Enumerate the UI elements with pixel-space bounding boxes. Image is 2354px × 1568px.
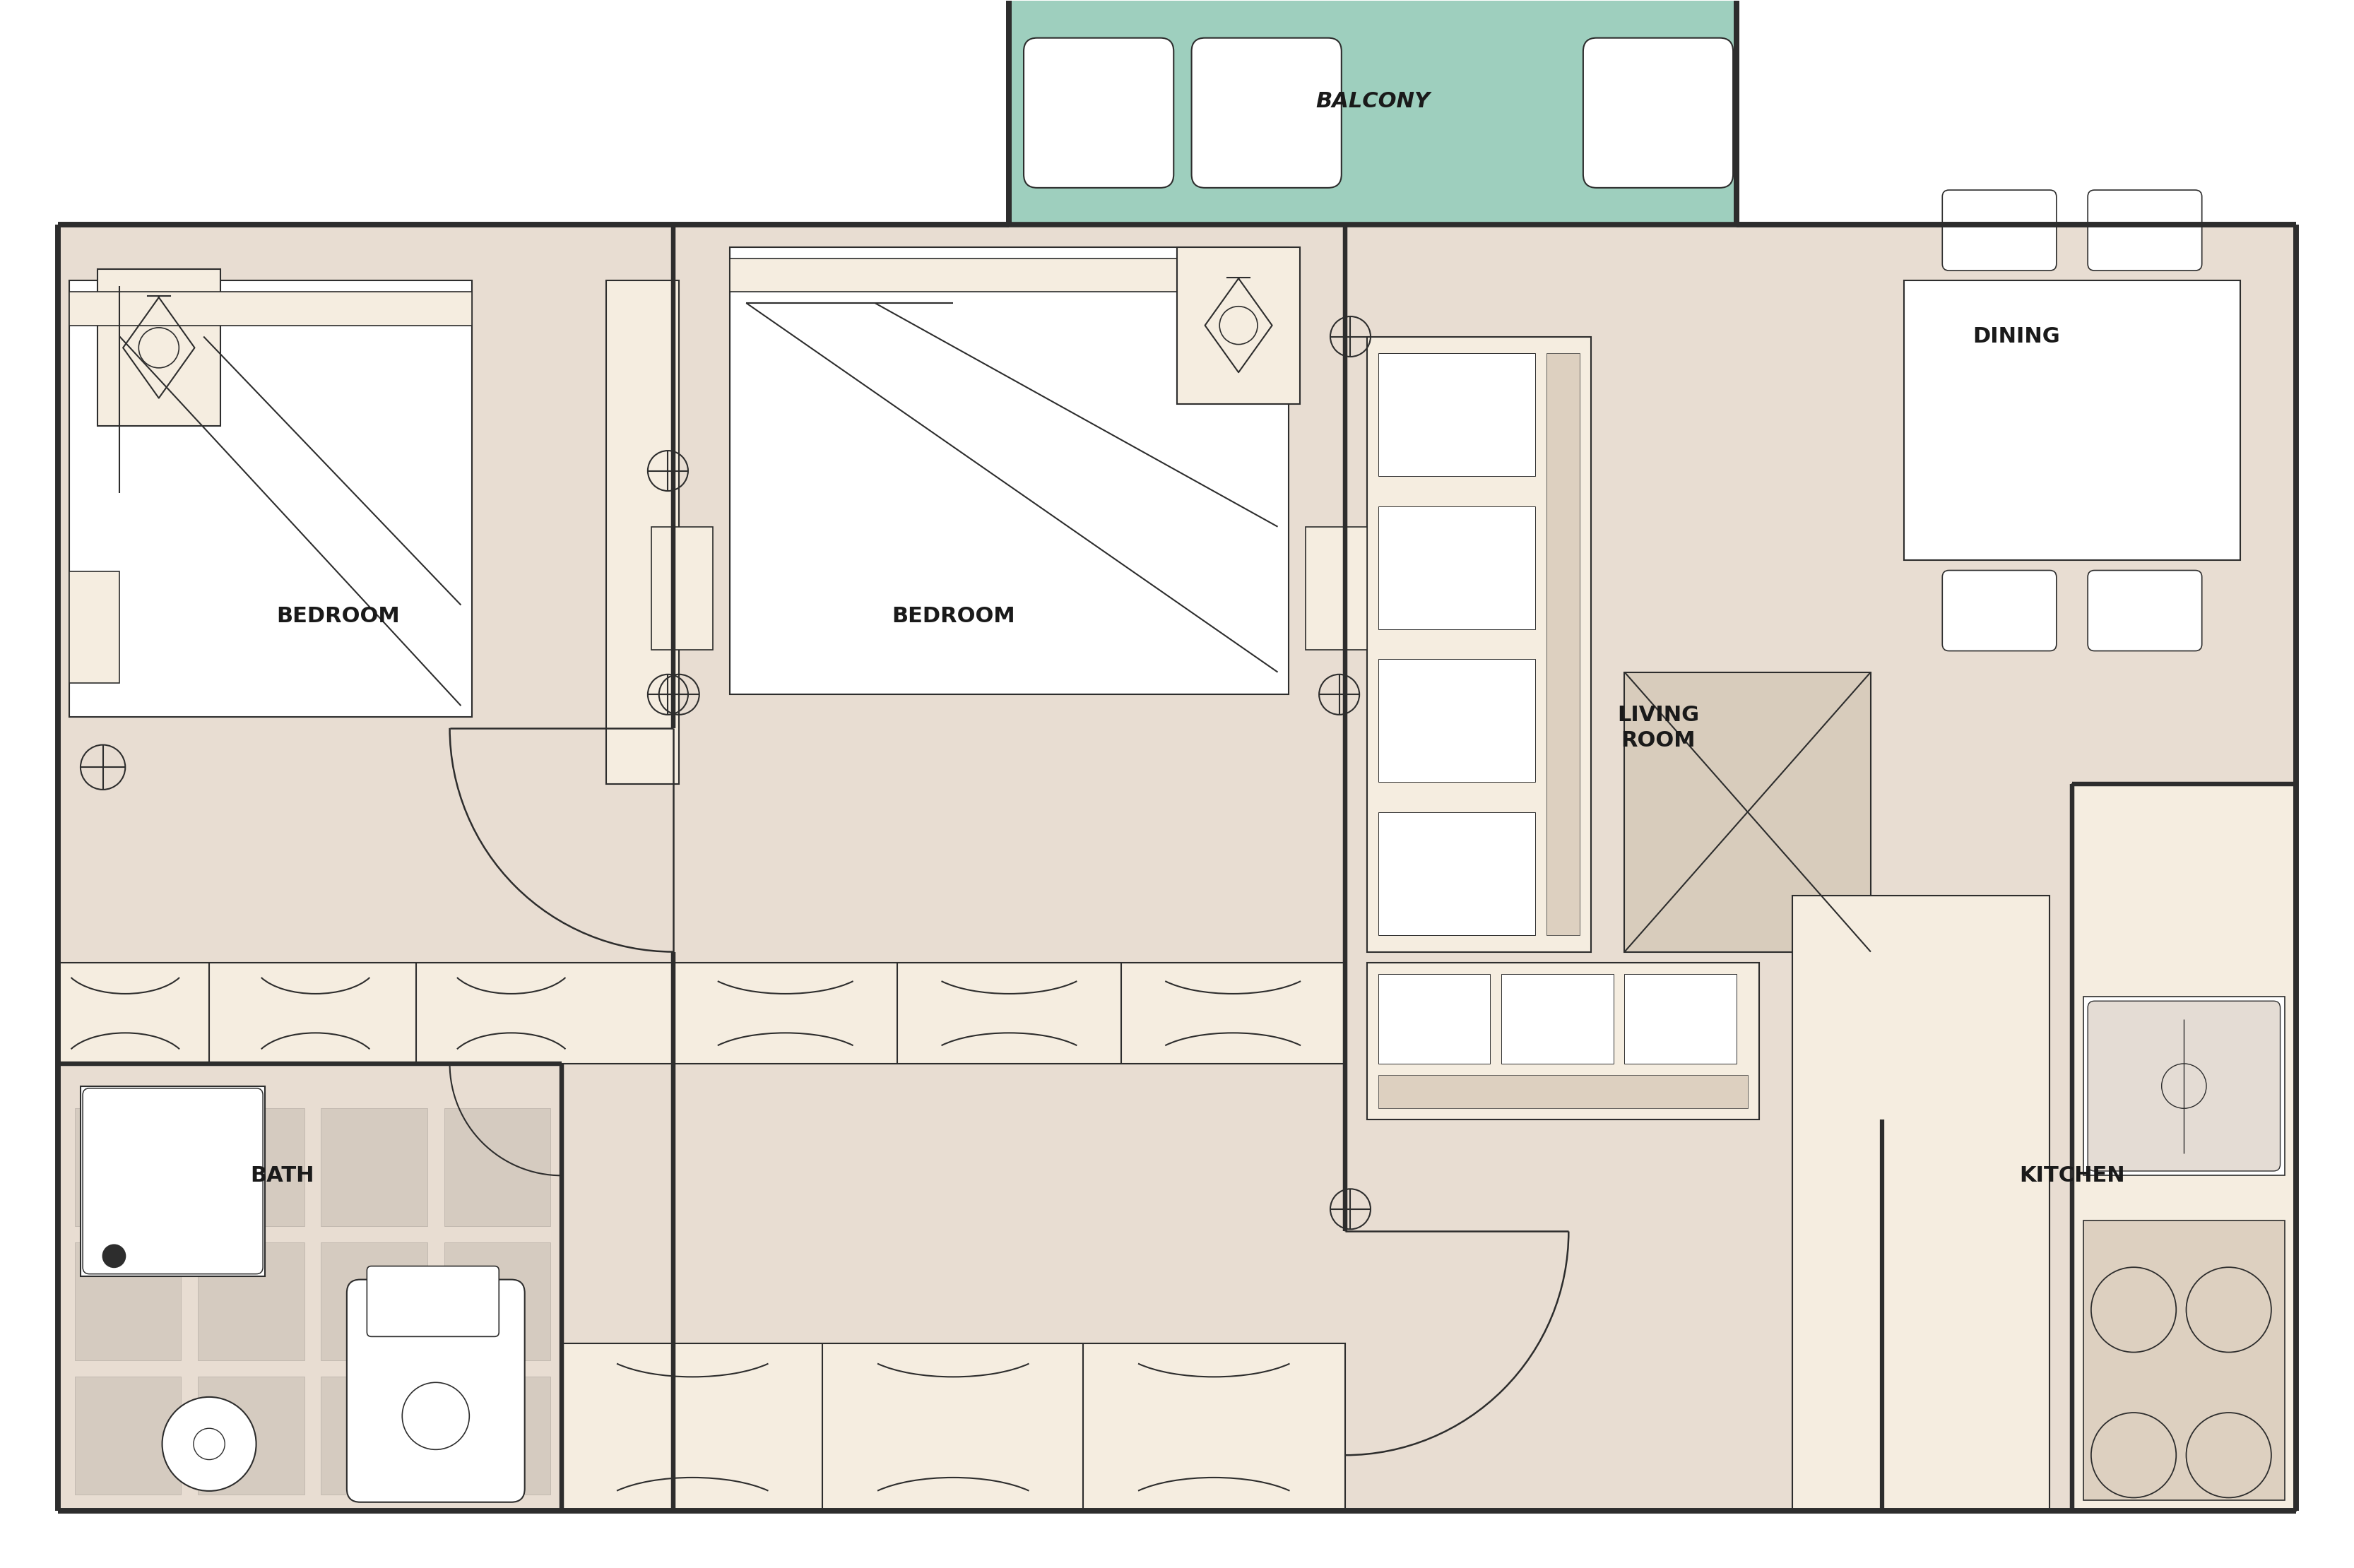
Bar xyxy=(1379,974,1490,1063)
Bar xyxy=(673,963,1344,1063)
Bar xyxy=(1791,895,2050,1512)
FancyBboxPatch shape xyxy=(367,1265,499,1336)
Bar xyxy=(1379,1074,1747,1109)
FancyBboxPatch shape xyxy=(2088,1000,2281,1171)
Bar xyxy=(1904,281,2241,560)
Bar xyxy=(730,259,1290,292)
Text: BALCONY: BALCONY xyxy=(1316,91,1431,111)
FancyBboxPatch shape xyxy=(1942,571,2057,651)
Bar xyxy=(68,571,120,684)
FancyBboxPatch shape xyxy=(1024,38,1175,188)
Bar xyxy=(1379,812,1535,935)
Bar xyxy=(198,1242,304,1359)
Bar xyxy=(1368,337,1591,952)
Bar xyxy=(607,281,678,784)
FancyBboxPatch shape xyxy=(2088,190,2201,271)
Bar xyxy=(1368,963,1758,1120)
Bar xyxy=(445,1377,551,1494)
Bar xyxy=(320,1242,428,1359)
Bar xyxy=(198,1377,304,1494)
FancyBboxPatch shape xyxy=(1942,190,2057,271)
Bar xyxy=(563,1344,1344,1512)
FancyBboxPatch shape xyxy=(2088,571,2201,651)
Bar xyxy=(1177,248,1299,403)
Bar xyxy=(1502,974,1612,1063)
Bar xyxy=(59,963,673,1063)
Text: LIVING
ROOM: LIVING ROOM xyxy=(1617,706,1700,751)
Text: KITCHEN: KITCHEN xyxy=(2020,1165,2126,1185)
Text: BATH: BATH xyxy=(250,1165,313,1185)
Bar xyxy=(2072,784,2295,1512)
Bar xyxy=(97,270,221,426)
Bar xyxy=(1379,506,1535,629)
Bar xyxy=(59,224,2295,1512)
Bar xyxy=(1624,673,1871,952)
Bar xyxy=(1379,659,1535,782)
Text: DINING: DINING xyxy=(1973,326,2060,347)
FancyBboxPatch shape xyxy=(1584,38,1733,188)
Bar xyxy=(75,1377,181,1494)
Bar xyxy=(2083,997,2286,1176)
Bar xyxy=(2083,1220,2286,1501)
Bar xyxy=(1379,353,1535,477)
Bar xyxy=(320,1377,428,1494)
FancyBboxPatch shape xyxy=(346,1279,525,1502)
Bar xyxy=(1547,353,1580,935)
Circle shape xyxy=(162,1397,257,1491)
Bar xyxy=(320,1109,428,1226)
Circle shape xyxy=(403,1383,468,1449)
Text: BEDROOM: BEDROOM xyxy=(275,605,400,627)
Bar xyxy=(445,1109,551,1226)
FancyBboxPatch shape xyxy=(82,1088,264,1273)
Bar xyxy=(80,1087,266,1276)
Circle shape xyxy=(104,1245,125,1267)
Bar xyxy=(1010,0,1737,224)
Text: BEDROOM: BEDROOM xyxy=(892,605,1015,627)
Bar xyxy=(1306,527,1368,649)
Bar xyxy=(68,292,473,326)
Bar xyxy=(75,1242,181,1359)
Bar xyxy=(198,1109,304,1226)
Bar xyxy=(652,527,713,649)
Bar xyxy=(730,248,1290,695)
Bar xyxy=(75,1109,181,1226)
FancyBboxPatch shape xyxy=(1191,38,1342,188)
Bar xyxy=(68,281,473,717)
Bar xyxy=(1624,974,1737,1063)
Bar xyxy=(445,1242,551,1359)
